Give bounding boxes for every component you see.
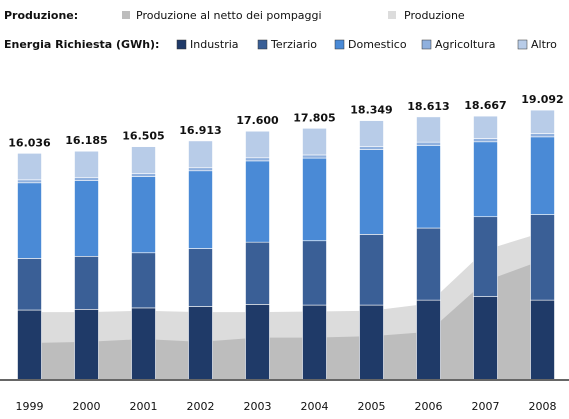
bar-segment (74, 177, 99, 181)
bar-segment (302, 304, 327, 381)
bar-segment (188, 248, 213, 307)
legend-label: Produzione al netto dei pompaggi (136, 9, 322, 22)
bar-segment (188, 140, 213, 169)
bar-segment (17, 153, 42, 181)
bar-segment (17, 309, 42, 381)
bar-segment (416, 116, 441, 143)
bar-segment (473, 296, 498, 381)
total-label: 16.505 (122, 130, 164, 143)
bar-segment (359, 304, 384, 381)
bar-segment (416, 227, 441, 301)
bar-segment (473, 138, 498, 143)
bar-segment (245, 241, 270, 305)
x-tick-label: 2000 (73, 400, 101, 413)
legend-swatch (176, 39, 187, 50)
total-label: 17.805 (293, 111, 335, 124)
legend-title: Energia Richiesta (GWh): (4, 38, 159, 51)
bar-segment (473, 216, 498, 297)
legend-label: Agricoltura (435, 38, 495, 51)
bar-segment (131, 173, 156, 177)
total-label: 18.667 (464, 99, 506, 112)
bar-segment (416, 299, 441, 381)
bar-segment (359, 234, 384, 306)
bar-segment (530, 109, 555, 134)
x-tick-label: 2007 (472, 400, 500, 413)
bar-segment (188, 170, 213, 249)
bar-segment (131, 307, 156, 381)
legend-swatch (334, 39, 345, 50)
bar-segment (74, 180, 99, 257)
bar-segment (131, 252, 156, 309)
total-label: 18.349 (350, 104, 392, 117)
x-tick-label: 1999 (16, 400, 44, 413)
bar-segment (359, 149, 384, 235)
legend-label: Terziario (270, 38, 317, 51)
total-label: 17.600 (236, 114, 279, 127)
legend-swatch (517, 39, 528, 50)
bar-segment (359, 146, 384, 150)
bar-segment (245, 304, 270, 381)
bar-segment (245, 160, 270, 243)
bar-segment (245, 157, 270, 162)
x-tick-label: 2003 (244, 400, 272, 413)
x-tick-label: 2002 (187, 400, 215, 413)
bar-segment (74, 256, 99, 310)
legend-swatch (122, 11, 130, 19)
bar-segment (17, 179, 42, 184)
bar-segment (302, 157, 327, 242)
bar-segment (17, 258, 42, 311)
bar-segment (530, 214, 555, 301)
bar-segment (302, 240, 327, 306)
bar-segment (359, 120, 384, 147)
bar-segment (245, 130, 270, 159)
bar-segment (74, 309, 99, 381)
total-label: 16.913 (179, 124, 221, 137)
bar-segment (473, 141, 498, 218)
area-legend-title: Produzione: (4, 9, 78, 22)
bar-segment (416, 145, 441, 229)
bar-segment (530, 299, 555, 381)
legend-label: Domestico (348, 38, 407, 51)
total-label: 16.185 (65, 134, 107, 147)
legend-swatch (257, 39, 268, 50)
total-label: 18.613 (407, 100, 449, 113)
bar-segment (302, 154, 327, 159)
bar-segment (74, 150, 99, 179)
legend-label: Industria (190, 38, 239, 51)
legend-swatch (421, 39, 432, 50)
bar-segment (530, 136, 555, 215)
total-label: 19.092 (521, 93, 563, 106)
legend-label: Produzione (404, 9, 465, 22)
bar-segment (17, 182, 42, 259)
total-label: 16.036 (8, 136, 51, 149)
x-tick-label: 2008 (529, 400, 557, 413)
bar-segment (473, 115, 498, 139)
bar-segment (131, 176, 156, 254)
x-tick-label: 2005 (358, 400, 386, 413)
x-tick-label: 2001 (130, 400, 158, 413)
x-tick-label: 2006 (415, 400, 443, 413)
legend-label: Altro (531, 38, 557, 51)
bar-segment (188, 167, 213, 172)
bar-segment (530, 133, 555, 138)
bar-segment (188, 306, 213, 381)
legend-swatch (388, 11, 396, 19)
bar-segment (416, 141, 441, 146)
bar-segment (302, 128, 327, 156)
bar-segment (131, 146, 156, 174)
x-tick-label: 2004 (301, 400, 329, 413)
